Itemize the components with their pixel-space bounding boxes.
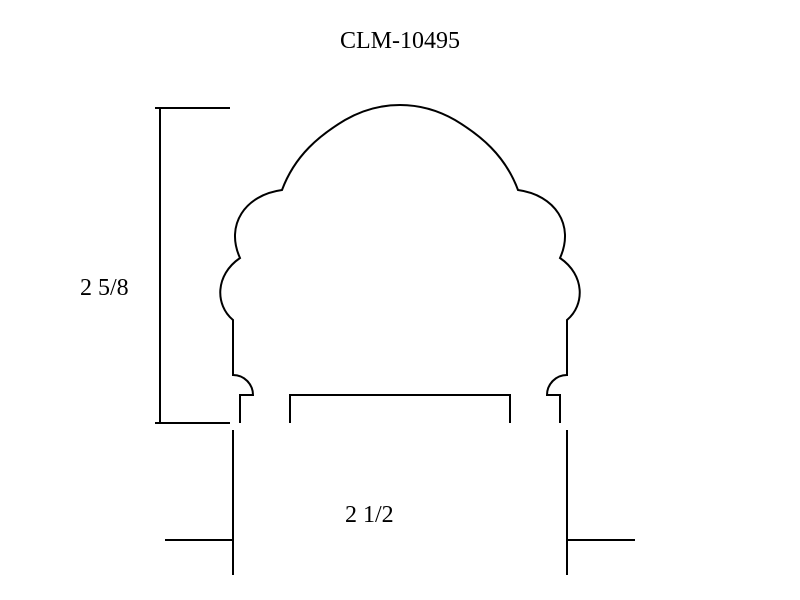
molding-profile-path xyxy=(220,105,579,423)
technical-drawing xyxy=(0,0,800,600)
